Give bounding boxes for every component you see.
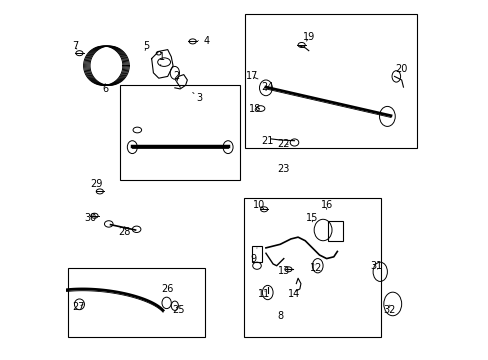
- Text: 26: 26: [161, 284, 174, 294]
- Text: 4: 4: [198, 36, 210, 46]
- Text: 8: 8: [277, 311, 283, 321]
- Text: 1: 1: [159, 52, 165, 66]
- Bar: [328, 221, 342, 241]
- Text: 5: 5: [143, 41, 149, 51]
- Text: 21: 21: [261, 136, 273, 146]
- Text: 14: 14: [288, 289, 300, 299]
- Text: 11: 11: [258, 289, 270, 299]
- Text: 27: 27: [72, 302, 84, 312]
- Text: 13: 13: [277, 266, 289, 276]
- Text: 19: 19: [302, 32, 314, 42]
- Text: 9: 9: [250, 248, 257, 264]
- Text: 22: 22: [277, 139, 289, 149]
- Text: 24: 24: [261, 82, 273, 92]
- Text: 2: 2: [173, 71, 180, 81]
- Text: 7: 7: [72, 41, 78, 51]
- Text: 18: 18: [248, 104, 261, 113]
- Text: 6: 6: [102, 84, 108, 94]
- Text: 23: 23: [277, 164, 289, 174]
- Bar: [244, 198, 381, 337]
- Text: 32: 32: [382, 305, 395, 315]
- Text: 3: 3: [192, 93, 203, 103]
- Text: 17: 17: [245, 71, 258, 81]
- Text: 30: 30: [84, 212, 97, 222]
- Bar: [251, 246, 262, 262]
- Text: 12: 12: [309, 262, 322, 273]
- Text: 28: 28: [119, 226, 131, 237]
- Text: 16: 16: [320, 200, 332, 210]
- Bar: [67, 267, 205, 337]
- Text: 10: 10: [252, 200, 264, 210]
- Bar: [120, 85, 240, 180]
- Text: 25: 25: [172, 305, 184, 315]
- Bar: [244, 14, 416, 148]
- Text: 20: 20: [395, 64, 407, 74]
- Text: 29: 29: [90, 179, 102, 189]
- Text: 15: 15: [305, 212, 318, 222]
- Text: 31: 31: [370, 261, 382, 271]
